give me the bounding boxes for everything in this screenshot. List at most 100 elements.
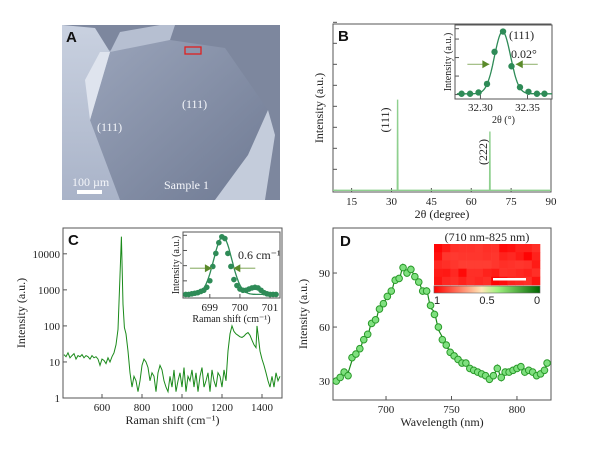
- y-tick-label: 100: [44, 321, 61, 333]
- heatmap-cell: [458, 268, 467, 278]
- panel-a-sem-image: (111) (111) 100 µm Sample 1 A: [62, 25, 280, 200]
- data-point: [207, 277, 213, 284]
- data-point: [540, 366, 549, 375]
- x-tick-label: 32.35: [515, 102, 540, 114]
- heatmap-cell: [442, 244, 451, 253]
- y-axis-label: Intensity (a.u.): [171, 236, 182, 295]
- heatmap-cell: [491, 252, 500, 261]
- data-point: [422, 287, 431, 295]
- heatmap-cell: [531, 260, 541, 269]
- y-axis-label: Intensity (a.u.): [443, 33, 454, 92]
- heatmap-cell: [523, 276, 533, 286]
- data-point: [483, 80, 491, 88]
- panel-letter-c: C: [68, 232, 79, 249]
- x-tick-label: 800: [509, 404, 526, 416]
- heatmap-cell: [507, 260, 516, 269]
- fwhm-arrow-right: [233, 264, 241, 273]
- y-tick-label: 90: [319, 268, 331, 280]
- data-point: [375, 305, 384, 313]
- x-tick-label: 701: [262, 302, 279, 314]
- heatmap-cell: [482, 260, 492, 269]
- x-tick-label: 32.30: [468, 102, 493, 114]
- heatmap-cell: [450, 260, 459, 269]
- data-point: [379, 299, 388, 308]
- data-point: [466, 90, 474, 97]
- fwhm-arrow-left: [204, 264, 212, 273]
- data-point: [411, 272, 419, 281]
- heatmap-cell: [499, 252, 508, 261]
- data-point: [371, 316, 380, 324]
- x-tick-label: 1000: [171, 402, 194, 414]
- heatmap-cell: [523, 252, 533, 261]
- plot-frame: [182, 231, 281, 299]
- heatmap-scale-bar: [493, 278, 526, 281]
- data-point: [489, 371, 498, 380]
- heatmap-cell: [515, 244, 524, 253]
- heatmap-cell: [523, 244, 533, 253]
- panel-letter-b: B: [338, 28, 349, 45]
- data-point: [541, 90, 548, 97]
- data-point: [213, 250, 219, 257]
- heatmap-cell: [466, 268, 476, 278]
- sample-label: Sample 1: [164, 178, 209, 192]
- panel-b-xrd: B (111) (222) 15 30 45 60 75 90 2θ (degree) Int…: [312, 21, 557, 221]
- data-point: [222, 235, 228, 242]
- heatmap-cell: [507, 268, 516, 278]
- scale-bar-label: 100 µm: [72, 175, 110, 189]
- data-point: [363, 330, 372, 339]
- xrd-pattern-line: [333, 99, 551, 192]
- heatmap-cell: [499, 260, 508, 269]
- heatmap-cell: [499, 276, 508, 286]
- heatmap-cell: [507, 244, 516, 253]
- x-tick-label: 750: [443, 404, 460, 416]
- inset-fwhm-label: 0.02°: [511, 47, 537, 61]
- heatmap-cell: [450, 276, 459, 286]
- sem-center-facet: [90, 40, 268, 200]
- x-tick-label: 30: [386, 196, 398, 208]
- x-axis-label: Wavelength (nm): [400, 415, 483, 429]
- data-point: [216, 239, 222, 246]
- plot-frame: [332, 23, 552, 193]
- data-point: [383, 292, 392, 301]
- data-point: [336, 373, 345, 382]
- y-tick-label: 1: [55, 393, 61, 405]
- x-tick-label: 699: [202, 302, 219, 314]
- facet-label-center: (111): [182, 97, 207, 111]
- heatmap-cell: [499, 244, 508, 253]
- data-point: [442, 341, 451, 349]
- plot-frame: [454, 24, 553, 100]
- data-point: [430, 310, 439, 319]
- x-tick-label: 1200: [211, 402, 234, 414]
- heatmap-cell: [507, 252, 516, 261]
- heatmap-cell: [442, 260, 451, 269]
- fwhm-arrow-left: [482, 60, 490, 69]
- data-point: [426, 301, 435, 310]
- heatmap-cell: [466, 276, 476, 286]
- data-point: [462, 359, 470, 367]
- heatmap-cell: [515, 252, 524, 261]
- data-point: [533, 90, 541, 97]
- heatmap-cell: [515, 276, 524, 286]
- x-tick-label: 700: [232, 302, 249, 314]
- heatmap-cell: [434, 276, 443, 286]
- x-tick-label: 45: [426, 196, 438, 208]
- heatmap-cell: [482, 276, 492, 286]
- x-axis-label: Raman shift (cm⁻¹): [192, 314, 270, 325]
- heatmap-cell: [515, 260, 524, 269]
- heatmap-cell: [499, 268, 508, 278]
- x-axis-label: Raman shift (cm⁻¹): [126, 413, 220, 427]
- inset-bg: [455, 25, 552, 99]
- x-tick-label: 1400: [251, 402, 274, 414]
- data-point: [356, 344, 364, 353]
- data-point: [475, 89, 482, 96]
- data-point: [231, 276, 237, 283]
- data-point: [225, 250, 231, 257]
- region-marker: [184, 46, 202, 55]
- panel-letter-a: A: [66, 29, 77, 46]
- panel-c-raman: C 600 800 1000 1200 1400 1 10 100 1000 10000 Raman…: [14, 227, 283, 427]
- heatmap-cell: [458, 260, 467, 269]
- raman-spectrum-line: [63, 236, 281, 394]
- data-point: [517, 362, 525, 371]
